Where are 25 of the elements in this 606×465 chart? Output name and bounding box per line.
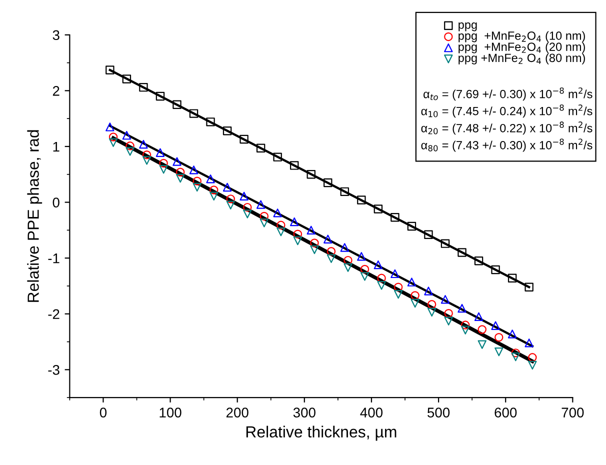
annotation: α$_{80}$ = (7.43 +/- 0.30) x 10$^{−8}$ m$^{2}$/s	[421, 138, 592, 152]
x-tick-label: 200	[226, 408, 248, 418]
y-tick-label: 2	[52, 86, 60, 96]
x-axis-title: Relative thicknes, µm	[246, 426, 396, 441]
legend-label: ppg +MnFe$_{2}$ O$_{4}$ (80 nm)	[458, 53, 585, 64]
x-tick-label: 700	[562, 408, 584, 418]
y-tick-label: 1	[53, 142, 60, 152]
x-tick-label: 300	[293, 408, 316, 418]
x-tick-label: 600	[494, 408, 517, 418]
y-tick-label: 0	[52, 198, 60, 208]
y-tick-label: 3	[52, 30, 60, 40]
x-tick-label: 100	[160, 408, 182, 418]
legend-label: ppg	[458, 22, 477, 32]
legend-label: ppg +MnFe$_{2}$O$_{4}$ (20 nm)	[458, 42, 585, 54]
annotation: α$_{10}$ = (7.45 +/- 0.24) x 10$^{−8}$ m$^{2}$/s	[421, 104, 592, 118]
x-tick-label: 0	[100, 408, 107, 418]
x-tick-label: 400	[360, 408, 383, 418]
legend-label: ppg +MnFe$_{2}$O$_{4}$ (10 nm)	[458, 31, 585, 42]
y-tick-label: -3	[48, 365, 60, 375]
annotation: α$_{20}$ = (7.48 +/- 0.22) x 10$^{−8}$ m$^{2}$/s	[421, 122, 592, 135]
y-tick-label: -2	[48, 309, 60, 319]
x-tick-label: 500	[428, 408, 450, 418]
y-axis-title: Relative PPE phase, rad	[27, 130, 42, 302]
annotation: α$_{to}$ = (7.69 +/- 0.30) x 10$^{−8}$ m$^{2}$/s	[424, 87, 592, 101]
y-tick-label: -1	[48, 254, 60, 264]
